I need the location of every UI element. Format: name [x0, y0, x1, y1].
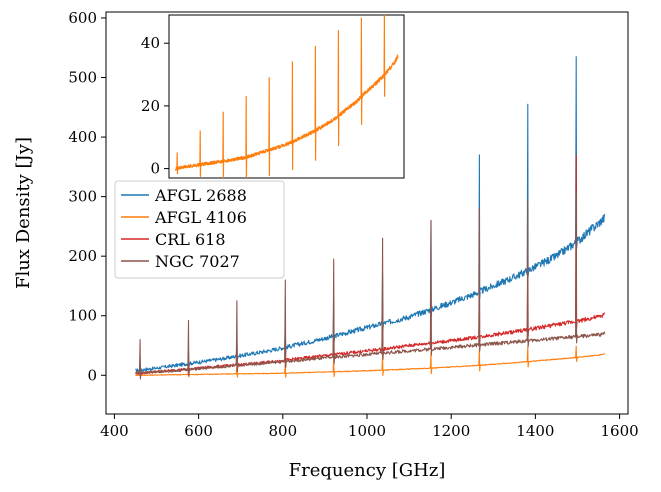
- legend-label: AFGL 2688: [154, 186, 247, 205]
- y-tick-label: 200: [68, 247, 97, 265]
- x-tick-label: 600: [184, 422, 213, 440]
- legend-label: CRL 618: [155, 230, 226, 249]
- y-tick-label: 300: [68, 188, 97, 206]
- inset-series-line: [174, 15, 399, 178]
- legend-label: AFGL 4106: [154, 208, 247, 227]
- y-tick-label: 600: [68, 9, 97, 27]
- y-tick-label: 100: [68, 307, 97, 325]
- x-tick-label: 800: [268, 422, 297, 440]
- x-tick-label: 400: [100, 422, 129, 440]
- inset-y-tick-label: 20: [141, 97, 160, 115]
- y-tick-label: 0: [87, 366, 97, 384]
- plot-area: 400 600 800 1000 1200 1400 1600010020030040050…: [13, 9, 639, 481]
- y-tick-label: 400: [68, 128, 97, 146]
- series-line-ngc-7027: [135, 193, 606, 380]
- inset-data-layer: [174, 15, 399, 178]
- inset-frame: [168, 14, 405, 179]
- legend-box: [114, 180, 285, 279]
- inset-plot: 0 20 40: [141, 14, 405, 179]
- x-axis-label: Frequency [GHz]: [289, 460, 446, 481]
- y-tick-label: 500: [68, 69, 97, 87]
- inset-y-tick-label: 40: [141, 34, 160, 52]
- y-axis-label: Flux Density [Jy]: [13, 137, 34, 289]
- x-tick-label: 1000: [348, 422, 386, 440]
- x-tick-label: 1600: [600, 422, 638, 440]
- data-layer: [135, 56, 606, 380]
- legend-label: NGC 7027: [155, 252, 240, 271]
- x-tick-label: 1400: [516, 422, 554, 440]
- x-tick-label: 1200: [432, 422, 470, 440]
- legend: AFGL 2688 AFGL 4106 CRL 618 NGC 7027: [114, 180, 285, 279]
- inset-y-tick-label: 0: [150, 160, 160, 178]
